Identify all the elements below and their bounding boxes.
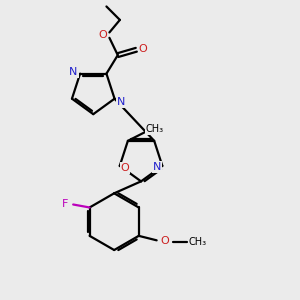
Text: F: F bbox=[62, 199, 68, 209]
Text: O: O bbox=[160, 236, 169, 246]
Text: O: O bbox=[139, 44, 147, 54]
Text: CH₃: CH₃ bbox=[189, 237, 207, 248]
Text: CH₃: CH₃ bbox=[146, 124, 164, 134]
Text: N: N bbox=[69, 67, 78, 77]
Text: O: O bbox=[121, 163, 130, 173]
Text: N: N bbox=[117, 97, 125, 107]
Text: O: O bbox=[98, 30, 107, 40]
Text: N: N bbox=[153, 162, 161, 172]
